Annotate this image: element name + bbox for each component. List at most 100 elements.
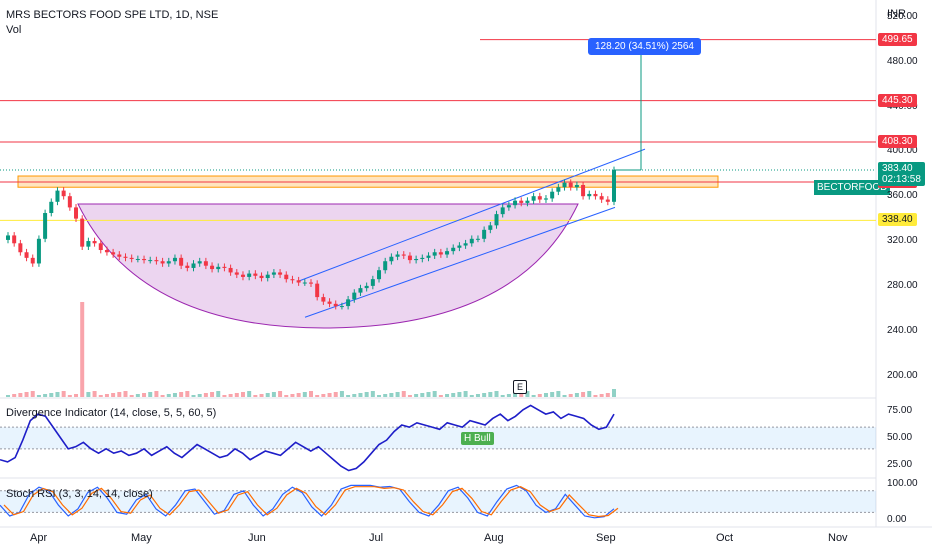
volume-bar bbox=[142, 393, 147, 397]
volume-bar bbox=[315, 395, 320, 397]
volume-bar bbox=[562, 395, 567, 397]
volume-bar bbox=[135, 394, 140, 397]
volume-bar bbox=[43, 394, 48, 397]
price-tick-label: 360.00 bbox=[887, 190, 918, 202]
volume-bar bbox=[197, 394, 202, 397]
volume-bar bbox=[247, 391, 252, 397]
candle-body bbox=[500, 207, 505, 215]
volume-bar bbox=[290, 394, 295, 397]
volume-bar bbox=[352, 394, 357, 397]
candle-body bbox=[556, 187, 561, 192]
candle-body bbox=[55, 190, 60, 202]
candle-body bbox=[562, 182, 567, 188]
volume-bar bbox=[432, 391, 437, 397]
volume-bar bbox=[346, 395, 351, 397]
stoch-tick-label: 0.00 bbox=[887, 513, 907, 525]
candle-body bbox=[401, 254, 406, 256]
volume-bar bbox=[550, 392, 555, 397]
candle-body bbox=[513, 200, 518, 206]
volume-bar bbox=[599, 394, 604, 397]
volume-bar bbox=[587, 391, 592, 397]
divergence-tick-label: 25.00 bbox=[887, 459, 913, 471]
volume-bar bbox=[414, 394, 419, 397]
candle-body bbox=[432, 252, 437, 256]
candle-body bbox=[6, 235, 10, 240]
candle-body bbox=[333, 303, 338, 307]
price-tick-label: 520.00 bbox=[887, 10, 918, 22]
candle-body bbox=[438, 252, 443, 255]
candle-body bbox=[86, 241, 91, 247]
candle-body bbox=[234, 272, 239, 275]
candle-body bbox=[222, 266, 227, 268]
volume-bar bbox=[451, 393, 456, 397]
volume-bar bbox=[426, 392, 431, 397]
candle-body bbox=[296, 280, 301, 283]
candle-body bbox=[469, 238, 474, 244]
candle-body bbox=[339, 306, 344, 308]
volume-bar bbox=[92, 391, 97, 397]
candle-body bbox=[370, 279, 375, 286]
cup-pattern bbox=[77, 203, 579, 329]
candle-body bbox=[265, 274, 270, 279]
volume-bar bbox=[191, 395, 196, 397]
volume-bar bbox=[482, 393, 487, 397]
volume-bar bbox=[494, 391, 499, 397]
key-level-tag: 408.30 bbox=[878, 135, 917, 149]
candle-body bbox=[290, 279, 295, 281]
candle-body bbox=[389, 256, 394, 262]
candle-body bbox=[228, 267, 233, 273]
candle-body bbox=[302, 282, 307, 284]
candle-body bbox=[383, 261, 388, 271]
volume-bar bbox=[513, 393, 518, 397]
time-tick-label: Apr bbox=[30, 532, 48, 544]
key-level-tag: 338.40 bbox=[878, 213, 917, 227]
currency-label: INR bbox=[887, 8, 906, 20]
volume-bar bbox=[445, 394, 450, 397]
volume-bar bbox=[612, 389, 616, 397]
time-tick-label: Sep bbox=[596, 532, 616, 544]
candle-body bbox=[67, 196, 72, 208]
candle-body bbox=[197, 261, 202, 264]
volume-bar bbox=[321, 394, 326, 397]
volume-bar bbox=[605, 393, 610, 397]
candle-body bbox=[537, 196, 542, 200]
volume-bar bbox=[302, 392, 307, 397]
volume-bar bbox=[525, 391, 530, 397]
candle-body bbox=[525, 200, 530, 203]
volume-bar bbox=[475, 394, 480, 397]
stoch-rsi-label[interactable]: Stoch RSI (3, 3, 14, 14, close) bbox=[6, 488, 153, 500]
candle-body bbox=[210, 265, 215, 270]
price-tick-label: 320.00 bbox=[887, 235, 918, 247]
chart-title: MRS BECTORS FOOD SPE LTD, 1D, NSE bbox=[6, 9, 219, 21]
volume-bar bbox=[49, 393, 54, 397]
volume-bar bbox=[265, 393, 270, 397]
volume-bar bbox=[179, 392, 184, 397]
candle-body bbox=[475, 238, 480, 240]
volume-bar bbox=[154, 391, 159, 397]
candle-body bbox=[80, 218, 85, 247]
volume-bar bbox=[488, 392, 493, 397]
candle-body bbox=[185, 265, 190, 268]
earnings-event-marker[interactable]: E bbox=[513, 380, 527, 394]
candle-body bbox=[519, 200, 524, 203]
volume-bar bbox=[377, 395, 382, 397]
volume-bar bbox=[407, 395, 412, 397]
volume-bar bbox=[469, 395, 474, 397]
candle-body bbox=[30, 257, 35, 264]
stoch-band bbox=[0, 490, 876, 513]
volume-bar bbox=[358, 393, 363, 397]
candle-body bbox=[24, 252, 29, 258]
candle-body bbox=[612, 169, 616, 202]
volume-bar bbox=[339, 391, 344, 397]
candle-body bbox=[482, 229, 487, 239]
volume-bar bbox=[333, 392, 338, 397]
divergence-indicator-label[interactable]: Divergence Indicator (14, close, 5, 5, 6… bbox=[6, 407, 217, 419]
candle-body bbox=[364, 285, 369, 289]
time-tick-label: Jul bbox=[369, 532, 384, 544]
candle-body bbox=[191, 263, 196, 268]
volume-bar bbox=[543, 393, 548, 397]
volume-bar bbox=[556, 391, 561, 397]
candle-body bbox=[148, 260, 153, 262]
price-tick-label: 240.00 bbox=[887, 324, 918, 336]
